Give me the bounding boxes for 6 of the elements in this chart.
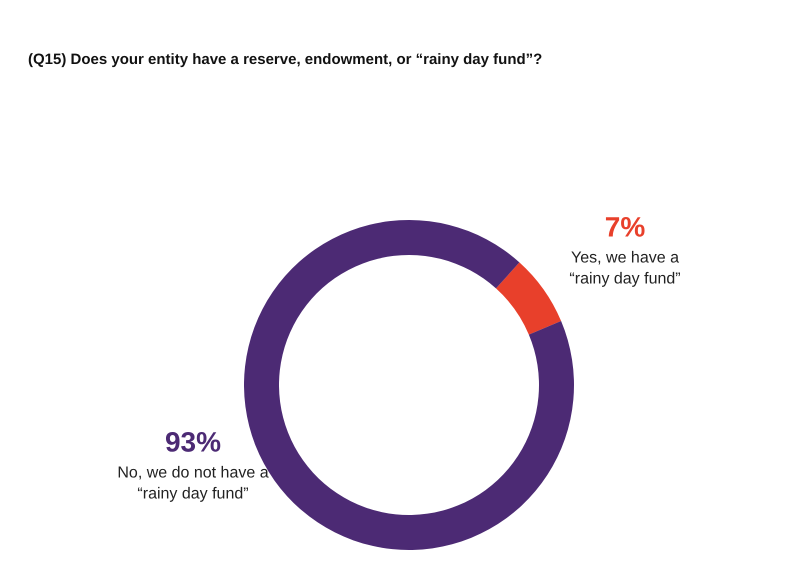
donut-slice	[496, 262, 562, 335]
slice-label: No, we do not have a “rainy day fund”	[117, 464, 269, 503]
data-label: 7%	[604, 211, 646, 242]
data-label: 93%	[164, 426, 222, 458]
chart-title: (Q15) Does your entity have a reserve, endowment, or “rainy day fund”?	[28, 51, 542, 68]
slice-label: Yes, we have a “rainy day fund”	[569, 249, 681, 288]
